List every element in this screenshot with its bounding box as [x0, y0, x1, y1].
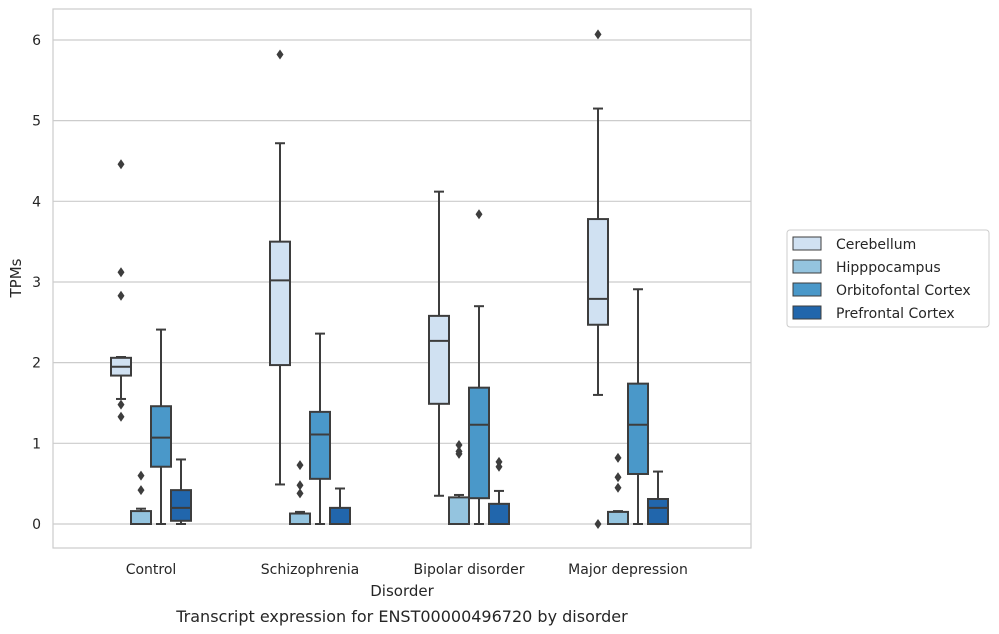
y-tick-labels: 0 1 2 3 4 5 6: [32, 33, 41, 533]
box-cerebellum: [110, 159, 132, 422]
outlier-point: [614, 482, 622, 493]
outlier-point: [594, 519, 602, 529]
y-axis-title: TPMs: [7, 258, 25, 298]
outlier-point: [117, 267, 125, 278]
box-prefrontal-cortex: [329, 487, 351, 525]
outlier-point: [117, 399, 125, 410]
box-iqr: [488, 502, 510, 525]
outlier-point: [455, 439, 463, 450]
outlier-point: [475, 209, 483, 220]
outlier-point: [296, 488, 304, 499]
outlier-point: [276, 49, 284, 60]
box-iqr: [627, 382, 649, 475]
box-iqr: [329, 506, 351, 525]
box-prefrontal-cortex: [170, 458, 192, 525]
outlier-point: [137, 470, 145, 481]
legend-label: Hipppocampus: [836, 260, 941, 276]
outlier-point: [614, 472, 622, 483]
y-tick-label: 2: [32, 356, 41, 372]
x-axis-title: Disorder: [370, 582, 434, 600]
legend-swatch: [792, 259, 822, 274]
legend: Cerebellum Hipppocampus Orbitofontal Corte…: [786, 229, 990, 328]
box-iqr: [309, 410, 331, 480]
box-iqr: [428, 314, 450, 405]
outlier-point: [137, 485, 145, 496]
legend-label: Orbitofontal Cortex: [836, 283, 971, 299]
box-iqr: [647, 497, 669, 526]
box-iqr: [269, 240, 291, 367]
legend-swatch: [792, 305, 822, 320]
x-tick-label: Bipolar disorder: [413, 562, 524, 578]
y-tick-label: 5: [32, 114, 41, 130]
outlier-point: [117, 159, 125, 170]
outlier-point: [296, 460, 304, 471]
box-cerebellum: [587, 29, 609, 529]
box-hipppocampus: [130, 470, 152, 526]
box-hipppocampus: [448, 439, 470, 526]
box-orbitofontal-cortex: [150, 328, 172, 525]
box-iqr: [170, 489, 192, 522]
plot-area-frame: [52, 8, 752, 549]
box-iqr: [289, 512, 311, 525]
box-hipppocampus: [289, 460, 311, 525]
box-prefrontal-cortex: [647, 470, 669, 526]
box-orbitofontal-cortex: [309, 332, 331, 525]
outlier-point: [614, 452, 622, 463]
outlier-point: [594, 29, 602, 40]
box-orbitofontal-cortex: [468, 209, 490, 525]
legend-swatch: [792, 282, 822, 297]
legend-label: Cerebellum: [836, 237, 916, 253]
box-iqr: [448, 496, 470, 526]
box-cerebellum: [269, 49, 291, 486]
box-iqr: [607, 510, 629, 526]
outlier-point: [117, 411, 125, 422]
legend-swatch: [792, 236, 822, 251]
y-tick-label: 0: [32, 517, 41, 533]
outlier-point: [495, 456, 503, 467]
outlier-point: [455, 446, 463, 457]
y-tick-label: 3: [32, 275, 41, 291]
legend-items: Cerebellum Hipppocampus Orbitofontal Corte…: [792, 236, 971, 322]
box-orbitofontal-cortex: [627, 288, 649, 525]
box-iqr: [587, 218, 609, 326]
chart-caption: Transcript expression for ENST0000049672…: [175, 607, 628, 626]
box-iqr: [150, 405, 172, 468]
boxes: [110, 29, 669, 529]
box-cerebellum: [428, 190, 450, 497]
x-tick-label: Schizophrenia: [261, 562, 359, 578]
y-tick-label: 4: [32, 194, 41, 210]
x-tick-label: Major depression: [568, 562, 688, 578]
x-tick-labels: Control Schizophrenia Bipolar disorder Majo…: [126, 562, 688, 578]
box-hipppocampus: [607, 452, 629, 526]
legend-frame: [786, 229, 990, 328]
box-iqr: [130, 510, 152, 526]
box-iqr: [468, 386, 490, 500]
y-tick-label: 6: [32, 33, 41, 49]
y-tick-label: 1: [32, 436, 41, 452]
outlier-point: [117, 290, 125, 301]
box-prefrontal-cortex: [488, 456, 510, 525]
x-tick-label: Control: [126, 562, 177, 578]
legend-label: Prefrontal Cortex: [836, 306, 955, 322]
outlier-point: [296, 480, 304, 491]
